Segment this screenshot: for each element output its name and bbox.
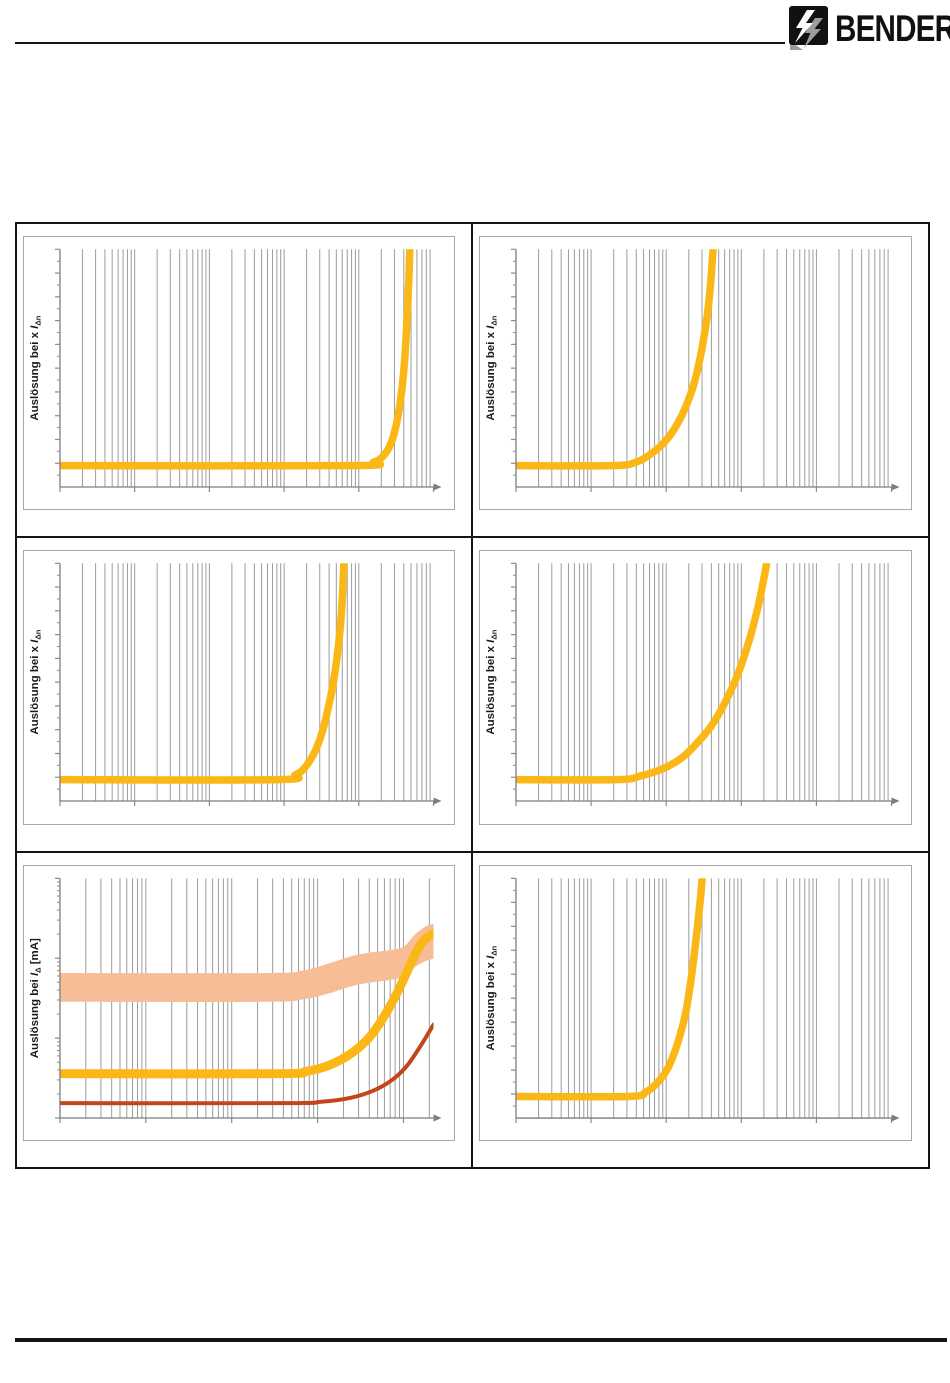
chart-series-group: [515, 249, 717, 470]
chart-plot-svg: Auslösung bei x IΔn: [29, 563, 442, 807]
y-axis-label: Auslösung bei IΔ [mA]: [29, 938, 42, 1058]
chart-series-group: [59, 563, 348, 785]
main-curve: [515, 563, 770, 784]
chart-grid: Auslösung bei x IΔn Auslösung bei x IΔn Au…: [15, 222, 930, 1169]
chart-series-group: [59, 249, 414, 470]
chart-row3-col1-cell: Auslösung bei IΔ [mA]: [17, 852, 473, 1167]
chart-series-group: [515, 563, 770, 784]
y-axis-label: Auslösung bei x IΔn: [484, 945, 497, 1050]
chart-panel: Auslösung bei x IΔn: [478, 864, 912, 1141]
main-curve: [59, 249, 414, 470]
main-curve: [515, 249, 717, 470]
y-axis-label: Auslösung bei x IΔn: [29, 630, 42, 735]
chart-row1-col2-cell: Auslösung bei x IΔn: [472, 224, 928, 539]
chart-row2-col2-cell: Auslösung bei x IΔn: [472, 538, 928, 853]
y-axis-label: Auslösung bei x IΔn: [484, 315, 497, 420]
x-axis-arrow-icon: [891, 797, 900, 805]
x-axis-arrow-icon: [891, 483, 900, 491]
chart-panel: Auslösung bei x IΔn: [478, 550, 912, 825]
chart-series-group: [515, 877, 706, 1101]
y-axis-label: Auslösung bei x IΔn: [29, 315, 42, 420]
tolerance-band: [59, 923, 434, 1002]
footer-rule: [15, 1338, 947, 1342]
chart-row3-col2-cell: Auslösung bei x IΔn: [473, 853, 929, 1167]
x-axis-arrow-icon: [433, 1114, 442, 1122]
chart-series-group: [59, 923, 434, 1105]
chart-panel: Auslösung bei x IΔn: [23, 550, 455, 825]
x-axis-arrow-icon: [433, 797, 442, 805]
main-curve: [59, 928, 434, 1079]
main-curve: [59, 563, 348, 785]
y-axis-label: Auslösung bei x IΔn: [484, 630, 497, 735]
chart-row1-col1-cell: Auslösung bei x IΔn: [17, 224, 473, 539]
chart-plot-svg: Auslösung bei x IΔn: [484, 248, 900, 493]
main-curve: [515, 877, 706, 1101]
chart-panel: Auslösung bei x IΔn: [23, 236, 455, 511]
chart-plot-svg: Auslösung bei x IΔn: [484, 563, 900, 807]
chart-plot-svg: Auslösung bei x IΔn: [29, 248, 442, 493]
chart-row2-col1-cell: Auslösung bei x IΔn: [17, 538, 473, 853]
bender-lightning-icon: [789, 6, 828, 50]
x-axis-arrow-icon: [433, 483, 442, 491]
brand-name: BENDER: [835, 7, 950, 49]
chart-panel: Auslösung bei IΔ [mA]: [23, 864, 455, 1141]
x-axis-arrow-icon: [891, 1114, 900, 1122]
chart-plot-svg: Auslösung bei IΔ [mA]: [29, 877, 442, 1123]
secondary-curve: [59, 1022, 434, 1105]
chart-panel: Auslösung bei x IΔn: [478, 236, 912, 511]
header-rule: [15, 42, 785, 44]
bender-logo: BENDER: [788, 5, 950, 51]
chart-plot-svg: Auslösung bei x IΔn: [484, 877, 900, 1123]
